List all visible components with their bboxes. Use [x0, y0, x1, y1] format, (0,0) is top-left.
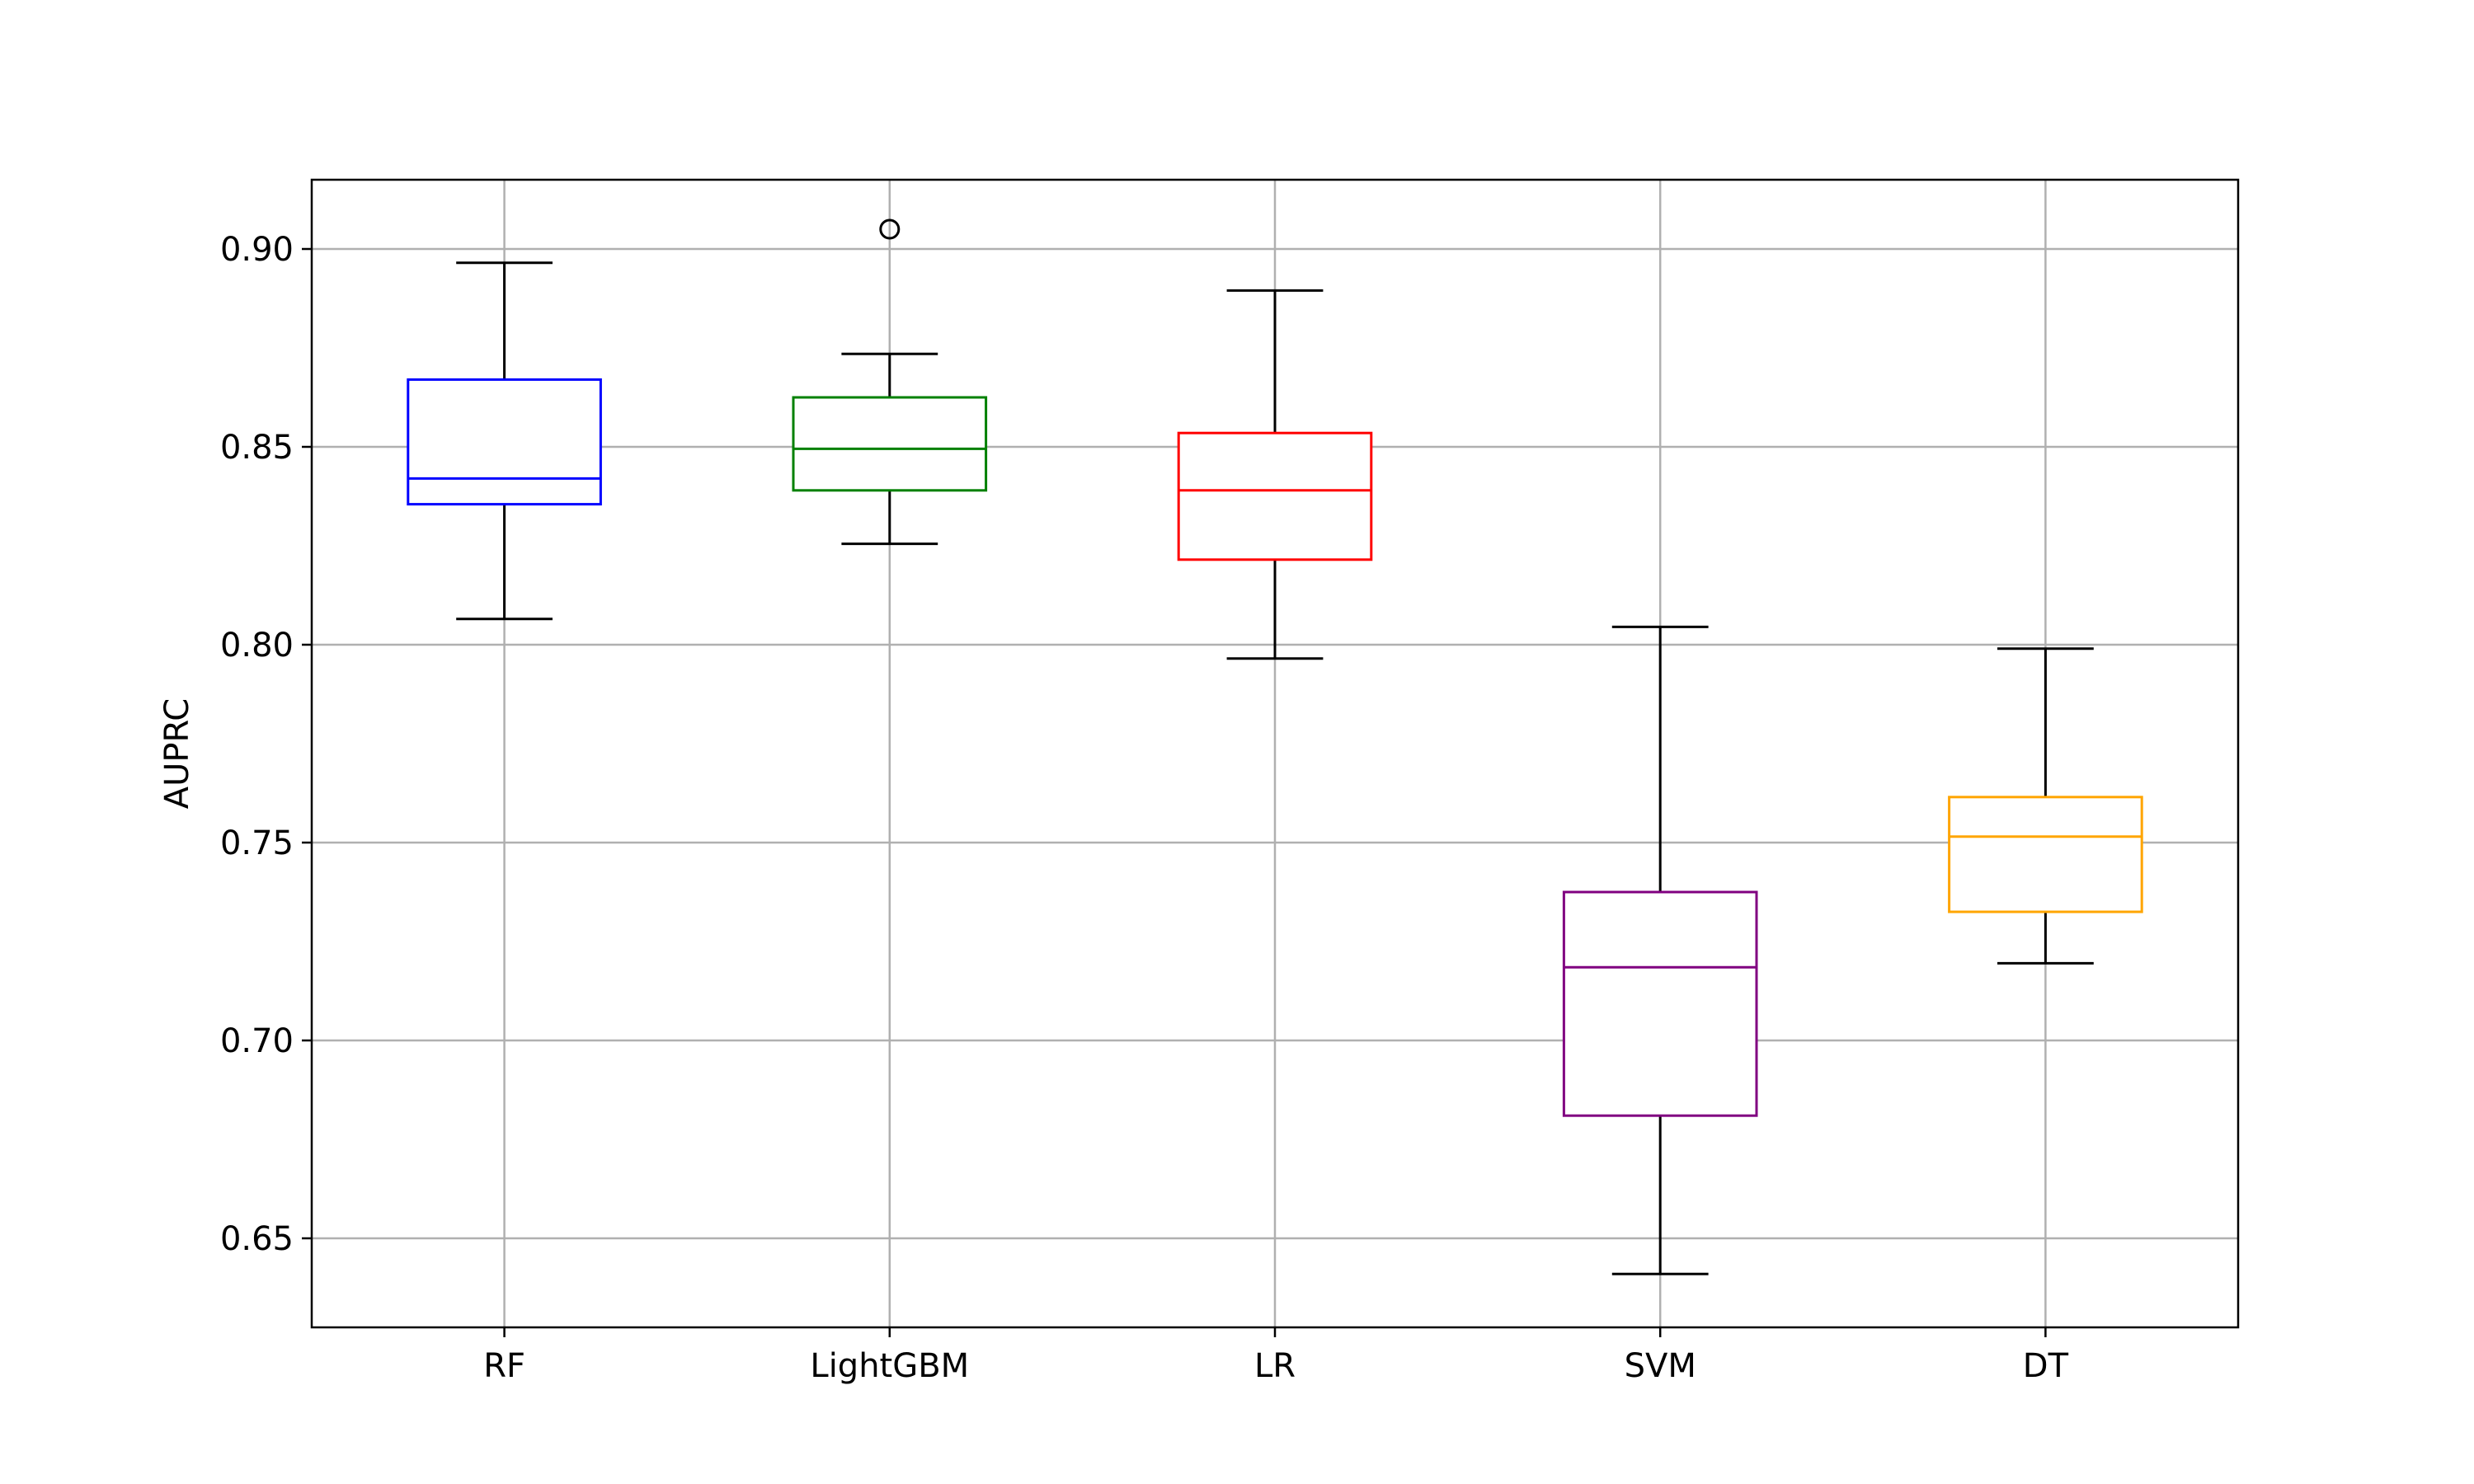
- box-rf: [407, 261, 602, 621]
- y-axis-label: AUPRC: [158, 698, 196, 810]
- box-layer: [407, 218, 2143, 1275]
- y-tick-label: 0.65: [220, 1220, 294, 1258]
- x-tick-label: SVM: [1625, 1347, 1696, 1385]
- box-svm: [1562, 625, 1758, 1275]
- x-tick-label: LR: [1254, 1347, 1296, 1385]
- box-lr: [1177, 289, 1373, 660]
- y-tick-label: 0.70: [220, 1022, 294, 1060]
- box-lightgbm: [792, 218, 988, 546]
- box-dt: [1948, 647, 2143, 965]
- y-tick-label: 0.75: [220, 824, 294, 862]
- box-body: [1562, 890, 1758, 1117]
- box-body: [792, 396, 988, 492]
- x-tick-label: LightGBM: [810, 1347, 969, 1385]
- x-tick-label: DT: [2023, 1347, 2069, 1385]
- outlier-point: [879, 218, 901, 240]
- box-body: [1177, 431, 1373, 561]
- box-body: [1948, 796, 2143, 913]
- y-tick-label: 0.85: [220, 429, 294, 467]
- axis-layer: 0.65 0.70 0.75 0.80 0.85 0.90 RF LightGBM LR SVM D…: [220, 231, 2069, 1385]
- y-tick-label: 0.90: [220, 231, 294, 269]
- x-tick-label: RF: [483, 1347, 525, 1385]
- box-body: [407, 378, 602, 506]
- y-tick-label: 0.80: [220, 627, 294, 665]
